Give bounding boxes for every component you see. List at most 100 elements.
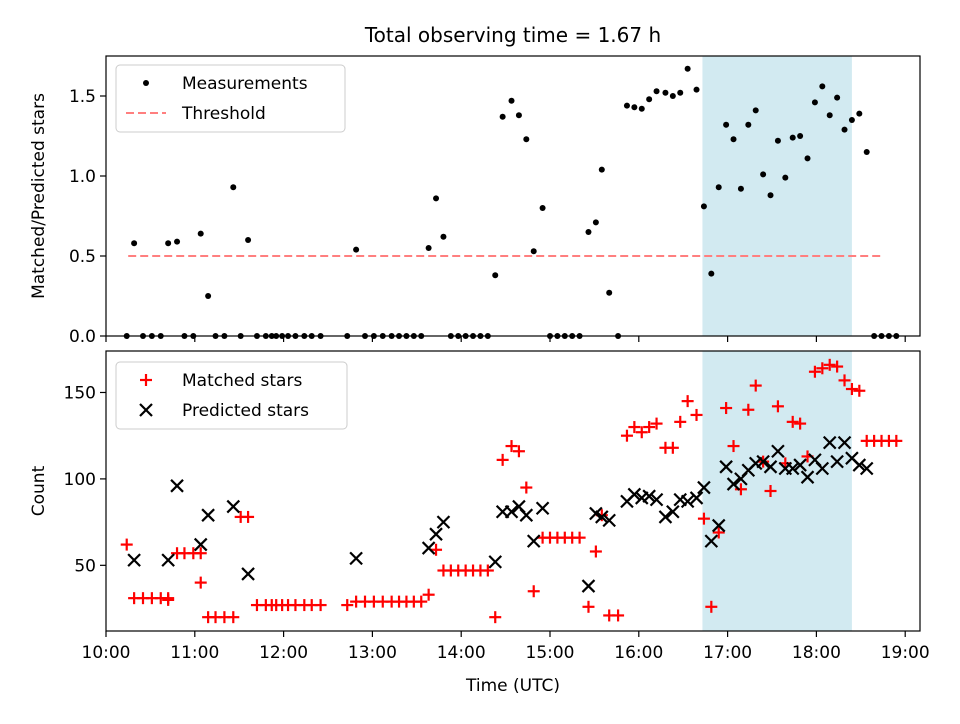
predicted-star-point: [800, 470, 815, 484]
matched-star-point: [589, 545, 602, 558]
predicted-star-point: [349, 551, 363, 566]
measurement-point: [708, 270, 715, 277]
matched-star-point: [612, 609, 625, 622]
measurement-point: [819, 83, 826, 90]
top-legend: Measurements Threshold: [115, 64, 346, 133]
measurement-point: [841, 126, 848, 133]
matched-star-point: [527, 585, 540, 598]
predicted-star-point: [535, 501, 550, 516]
x-tick-label: 10:00: [82, 643, 131, 663]
predicted-star-point: [830, 454, 844, 469]
top-panel: 0.0 0.5 1.0 1.5 Matched/Predicted stars Mea…: [29, 55, 921, 347]
matched-star-point: [786, 415, 799, 428]
measurement-point: [174, 238, 181, 245]
measurement-point: [700, 203, 707, 210]
legend-measurements-marker: [143, 80, 149, 86]
measurement-point: [826, 112, 833, 119]
matched-star-point: [690, 408, 703, 421]
measurement-point: [863, 149, 870, 155]
matched-star-point: [712, 526, 725, 539]
matched-star-point: [674, 415, 687, 428]
predicted-star-point: [595, 510, 609, 524]
legend-matched-marker: [140, 374, 152, 386]
predicted-star-point: [837, 435, 852, 450]
matched-star-point: [628, 421, 641, 434]
predicted-star-point: [852, 458, 867, 472]
predicted-star-point: [193, 537, 208, 552]
matched-star-point: [505, 440, 518, 453]
predicted-star-point: [756, 454, 770, 469]
matched-star-point: [681, 395, 694, 408]
matched-star-point: [720, 402, 733, 415]
predicted-star-point: [526, 534, 541, 548]
x-tick-label: 17:00: [703, 643, 752, 663]
matched-star-point: [845, 383, 858, 396]
matched-star-point: [573, 531, 586, 544]
measurement-point: [197, 230, 204, 237]
matched-star-point: [808, 365, 821, 378]
measurement-point: [653, 88, 660, 95]
predicted-star-point: [421, 541, 436, 555]
x-tick-label: 15:00: [526, 643, 575, 663]
predicted-star-point: [859, 461, 874, 476]
predicted-star-point: [771, 444, 785, 459]
measurement-point: [834, 94, 841, 101]
matched-star-point: [489, 611, 502, 624]
matched-star-point: [120, 538, 133, 551]
matched-star-point: [520, 481, 533, 494]
y-tick-label: 50: [74, 556, 96, 576]
measurement-point: [205, 293, 212, 299]
predicted-star-point: [649, 492, 664, 507]
x-tick-label: 13:00: [348, 643, 397, 663]
measurement-point: [774, 137, 781, 144]
bottom-legend: Matched stars Predicted stars: [115, 361, 348, 430]
y-tick-label: 1.5: [69, 87, 96, 107]
measurement-point: [606, 289, 613, 296]
matched-star-point: [727, 440, 740, 453]
x-tick-label: 18:00: [792, 643, 841, 663]
matched-star-point: [697, 512, 710, 525]
measurement-point: [646, 96, 653, 103]
measurement-point: [730, 136, 737, 143]
measurement-point: [631, 104, 638, 111]
predicted-star-point: [763, 460, 778, 474]
predicted-star-point: [689, 491, 704, 505]
top-y-ticks: 0.0 0.5 1.0 1.5: [69, 87, 106, 347]
matched-star-point: [838, 374, 851, 387]
measurement-point: [782, 174, 789, 181]
matched-star-point: [742, 403, 755, 416]
matched-star-point: [643, 421, 656, 434]
matched-star-point: [194, 576, 207, 589]
legend-matched-label: Matched stars: [182, 371, 302, 391]
legend-measurements-label: Measurements: [182, 74, 308, 94]
measurement-point: [165, 240, 172, 247]
top-x-ticks: [105, 336, 906, 342]
matched-star-point: [666, 441, 679, 454]
matched-star-point: [816, 362, 829, 375]
predicted-star-point: [201, 508, 215, 522]
predicted-star-point: [504, 504, 519, 519]
matched-star-point: [422, 588, 435, 601]
predicted-star-point: [711, 518, 726, 533]
legend-predicted-label: Predicted stars: [182, 401, 309, 421]
predicted-star-point: [226, 499, 241, 514]
measurement-point: [745, 121, 752, 128]
measurement-point: [811, 99, 818, 106]
matched-star-point: [734, 483, 747, 496]
predicted-star-point: [436, 515, 451, 529]
x-tick-label: 11:00: [170, 643, 219, 663]
measurement-point: [715, 184, 722, 191]
bottom-y-axis-label: Count: [29, 465, 49, 516]
predicted-star-point: [429, 527, 443, 541]
measurement-point: [848, 117, 855, 123]
measurement-point: [752, 107, 759, 114]
y-tick-label: 0.0: [69, 327, 96, 347]
matched-star-point: [194, 547, 207, 560]
measurement-point: [638, 105, 645, 112]
matched-star-point: [620, 429, 633, 442]
y-tick-label: 150: [64, 383, 96, 403]
bottom-points: [120, 358, 903, 624]
